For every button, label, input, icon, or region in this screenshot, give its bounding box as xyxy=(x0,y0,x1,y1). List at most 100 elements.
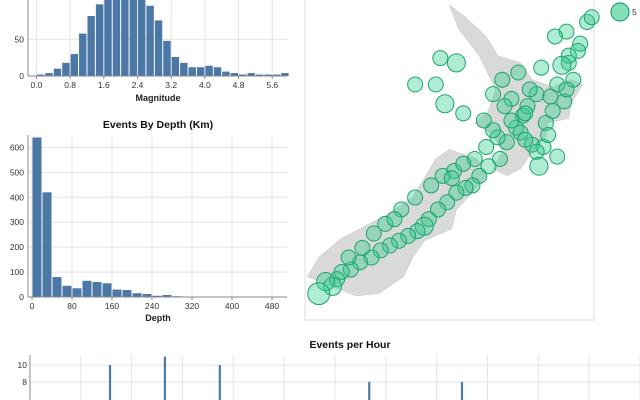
earthquake-point xyxy=(455,105,472,122)
magnitude-axes: 0 50 0.0 0.8 1.6 2.4 3.2 4.0 4.8 5.6 xyxy=(15,0,287,90)
dep-x-tick-label: 160 xyxy=(105,301,119,311)
earthquake-point xyxy=(475,112,492,129)
depth-axes: 0 100 200 300 400 500 600 0 80 160 240 320 400 480 xyxy=(10,135,287,311)
earthquake-point xyxy=(407,76,424,93)
dep-bar xyxy=(132,293,142,297)
earthquake-point xyxy=(340,249,357,266)
mag-y-tick-label: 50 xyxy=(15,34,25,44)
earthquake-point xyxy=(579,14,596,31)
earthquake-point xyxy=(478,138,495,155)
earthquake-bubbles xyxy=(307,9,600,306)
earthquake-point xyxy=(537,114,554,131)
mag-bar xyxy=(188,67,196,76)
dep-y-tick-label: 100 xyxy=(10,267,24,277)
dep-y-tick-label: 400 xyxy=(10,192,24,202)
mag-bar xyxy=(70,54,79,76)
dep-bar xyxy=(62,285,72,297)
mag-bar xyxy=(239,74,247,76)
dep-bar xyxy=(152,295,162,297)
mag-x-tick-label: 1.6 xyxy=(98,80,110,90)
earthquake-point xyxy=(381,237,398,254)
earthquake-point xyxy=(552,55,572,75)
earthquake-point xyxy=(434,167,451,184)
hourly-axes: 8 10 xyxy=(18,355,31,400)
mag-x-tick-label: 2.4 xyxy=(132,80,144,90)
earthquake-point xyxy=(386,211,403,228)
earthquake-point xyxy=(323,276,343,296)
earthquake-point xyxy=(407,189,424,206)
earthquake-point xyxy=(400,227,417,244)
dep-x-tick-label: 480 xyxy=(265,301,279,311)
hourly-bar xyxy=(368,381,371,400)
earthquake-point xyxy=(547,28,564,45)
earthquake-point xyxy=(569,42,586,59)
mag-x-tick-label: 0.0 xyxy=(31,80,43,90)
dep-bar xyxy=(32,137,42,297)
mag-bar xyxy=(36,74,45,76)
earthquake-point xyxy=(427,76,444,93)
mag-x-tick-label: 3.2 xyxy=(165,80,177,90)
earthquake-point xyxy=(549,148,566,165)
earthquake-point xyxy=(494,71,511,88)
mag-bar xyxy=(146,5,154,76)
earthquake-point xyxy=(409,223,426,240)
mag-bar xyxy=(87,16,95,77)
hourly-chart-title: Events per Hour xyxy=(309,339,390,351)
earthquake-point xyxy=(498,134,515,151)
dep-bar xyxy=(162,295,172,297)
mag-x-tick-label: 5.6 xyxy=(266,80,278,90)
dep-bar xyxy=(52,277,62,297)
mag-bar xyxy=(129,0,137,76)
earthquake-point xyxy=(457,179,474,196)
earthquake-point xyxy=(491,151,508,167)
dep-x-tick-label: 400 xyxy=(225,301,239,311)
earthquake-point xyxy=(517,131,534,148)
earthquake-point xyxy=(503,112,520,129)
mag-bar xyxy=(154,20,163,76)
earthquake-point xyxy=(549,76,566,93)
mag-bar xyxy=(213,67,222,76)
earthquake-point xyxy=(435,94,455,114)
hourly-bar xyxy=(108,365,112,400)
mag-bar xyxy=(137,0,146,76)
earthquake-point xyxy=(414,216,434,236)
mag-bar xyxy=(222,71,230,76)
dep-y-tick-label: 600 xyxy=(10,142,24,152)
mag-bar xyxy=(53,68,62,76)
mag-bar xyxy=(121,0,129,77)
mag-bar xyxy=(272,74,281,76)
mag-bar xyxy=(281,73,289,76)
dep-bar xyxy=(42,192,52,297)
mag-bar xyxy=(171,56,180,76)
earthquake-point xyxy=(558,81,575,98)
dep-x-tick-label: 80 xyxy=(67,301,77,311)
dep-bar xyxy=(112,289,122,297)
dep-bar xyxy=(72,288,82,297)
dep-x-tick-label: 240 xyxy=(145,301,159,311)
earthquake-point xyxy=(391,232,408,249)
earthquake-point xyxy=(496,98,513,115)
earthquake-point xyxy=(485,86,502,103)
earthquake-point xyxy=(533,59,550,76)
hourly-y-tick-label: 10 xyxy=(18,360,28,370)
earthquake-point xyxy=(377,215,394,232)
magnitude-histogram-bars xyxy=(36,0,289,77)
depth-chart-title: Events By Depth (Km) xyxy=(103,119,213,131)
mag-bar xyxy=(180,62,188,76)
earthquake-point xyxy=(354,239,371,256)
mag-y-tick-label: 0 xyxy=(19,71,24,81)
dep-bar xyxy=(92,282,102,297)
earthquake-point xyxy=(365,225,382,242)
legend-size-symbol xyxy=(610,2,630,22)
magnitude-x-axis-title: Magnitude xyxy=(136,93,181,103)
earthquake-point xyxy=(583,9,600,26)
dep-y-tick-label: 0 xyxy=(19,292,24,302)
mag-bar xyxy=(264,74,272,76)
dep-bar xyxy=(142,294,152,297)
hourly-gridlines xyxy=(29,355,640,400)
mag-bar xyxy=(79,33,87,76)
mag-bar xyxy=(163,40,171,76)
mag-bar xyxy=(205,65,213,76)
depth-x-axis-title: Depth xyxy=(145,313,171,323)
